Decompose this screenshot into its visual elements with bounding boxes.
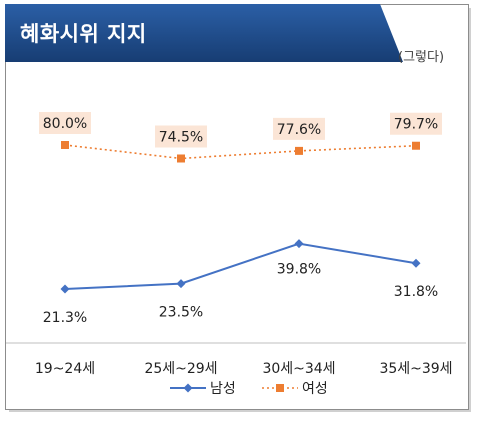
female-data-label: 79.7%	[394, 117, 438, 133]
female-data-label: 80.0%	[43, 116, 87, 132]
male-point-marker	[176, 279, 186, 289]
male-data-label: 23.5%	[159, 305, 203, 321]
female-point-marker	[61, 141, 69, 149]
female-data-label-bg	[390, 112, 442, 135]
female-point-marker	[295, 146, 303, 155]
chart-frame	[5, 4, 469, 410]
female-data-label-bg	[39, 112, 91, 134]
legend-female-marker	[276, 384, 284, 392]
female-data-label: 77.6%	[277, 122, 321, 138]
title-tab	[5, 4, 403, 62]
male-data-label: 31.8%	[394, 284, 438, 300]
female-data-label: 74.5%	[159, 129, 203, 145]
legend-female-label: 여성	[302, 381, 328, 397]
x-tick-label: 25세~29세	[144, 361, 217, 377]
male-point-marker	[60, 284, 70, 294]
x-tick-label: 30세~34세	[262, 361, 335, 377]
female-data-label-bg	[155, 125, 207, 148]
legend-male-label: 남성	[210, 381, 236, 397]
female-point-marker	[177, 154, 185, 163]
chart-subtitle: (그렇다)	[398, 50, 445, 65]
male-series-line	[64, 242, 417, 290]
male-point-marker	[294, 239, 304, 249]
male-data-label: 21.3%	[43, 310, 87, 326]
x-tick-label: 35세~39세	[379, 361, 452, 377]
female-point-marker	[412, 141, 420, 150]
female-data-label-bg	[273, 117, 325, 140]
x-tick-label: 19~24세	[35, 361, 95, 377]
male-point-marker	[411, 258, 421, 268]
female-series-line	[64, 144, 417, 160]
chart-title: 혜화시위 지지	[20, 22, 147, 46]
male-data-label: 39.8%	[277, 262, 321, 278]
legend-male-marker	[183, 383, 193, 393]
